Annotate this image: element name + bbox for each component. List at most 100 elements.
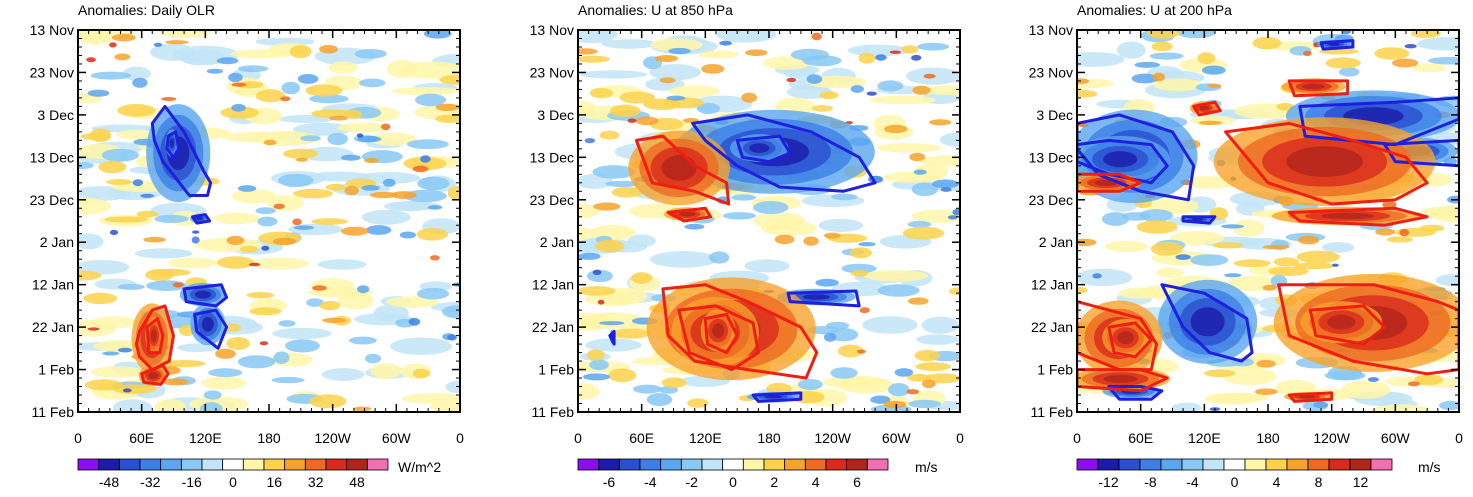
- negative-contour: [1160, 283, 1254, 363]
- positive-contour: [703, 312, 739, 355]
- anomaly-field: [578, 30, 960, 412]
- colorbar-swatch: [825, 458, 848, 471]
- negative-contour: [751, 391, 803, 403]
- y-tick-label: 13 Nov: [1029, 22, 1073, 38]
- colorbar-swatch: [846, 458, 868, 471]
- positive-contour: [666, 206, 713, 223]
- negative-contour: [182, 283, 229, 308]
- colorbar-swatch: [1370, 458, 1393, 471]
- colorbar-units: m/s: [915, 459, 938, 475]
- x-tick-label: 120E: [189, 430, 222, 446]
- positive-contour: [1107, 321, 1153, 359]
- positive-contour: [677, 304, 760, 372]
- colorbar-label: 0: [229, 474, 237, 490]
- y-tick-label: 11 Feb: [531, 404, 574, 420]
- colorbar-label: 12: [1353, 474, 1369, 490]
- colorbar-swatch: [742, 458, 765, 471]
- negative-contour: [1383, 138, 1459, 168]
- panel-u200: 13 Nov 23 Nov 3 Dec 13 Dec 23 Dec 2 Jan 12 Jan…: [1029, 2, 1463, 490]
- negative-contour: [1298, 96, 1459, 147]
- positive-contour: [1287, 206, 1429, 227]
- colorbar-label: -12: [1098, 474, 1118, 490]
- colorbar-swatch: [722, 458, 744, 471]
- x-tick-label: 0: [1073, 430, 1081, 446]
- positive-contour: [634, 134, 731, 206]
- colorbar-swatch: [639, 458, 662, 471]
- negative-contour: [193, 308, 229, 350]
- y-tick-label: 3 Dec: [537, 107, 574, 123]
- x-tick-label: 180: [257, 430, 281, 446]
- colorbar-swatch: [680, 458, 703, 471]
- colorbar-label: -6: [603, 474, 616, 490]
- colorbar-swatch: [139, 458, 162, 471]
- negative-contour: [1077, 138, 1169, 185]
- x-tick-label: 0: [1455, 430, 1463, 446]
- colorbar-label: -4: [644, 474, 657, 490]
- positive-contour: [1077, 300, 1159, 372]
- colorbar-swatch: [304, 458, 327, 471]
- y-tick-label: 1 Feb: [1037, 362, 1073, 378]
- negative-contour: [150, 104, 213, 197]
- colorbar-label: 32: [308, 474, 324, 490]
- colorbar-label: 4: [812, 474, 820, 490]
- colorbar-swatch: [160, 458, 182, 471]
- positive-contour: [1077, 172, 1143, 193]
- colorbar-swatch: [1244, 458, 1267, 471]
- colorbar-label: -4: [1186, 474, 1199, 490]
- colorbar-swatch: [1139, 458, 1162, 471]
- panel-title: Anomalies: U at 850 hPa: [578, 2, 733, 18]
- y-tick-label: 2 Jan: [40, 234, 74, 250]
- colorbar-swatch: [263, 458, 286, 471]
- colorbar-swatch: [366, 458, 389, 471]
- negative-contour: [786, 289, 861, 308]
- colorbar-swatch: [701, 458, 724, 471]
- colorbar-swatch: [598, 458, 620, 471]
- y-tick-label: 23 Nov: [530, 64, 574, 80]
- positive-contour: [661, 283, 819, 380]
- y-tick-label: 13 Nov: [30, 22, 74, 38]
- positive-contour: [145, 317, 165, 355]
- y-tick-label: 22 Jan: [32, 319, 74, 335]
- colorbar-swatch: [98, 458, 120, 471]
- panel-olr: 13 Nov 23 Nov 3 Dec 13 Dec 23 Dec 2 Jan 12 Jan…: [30, 2, 464, 490]
- colorbar-label: 8: [1315, 474, 1323, 490]
- colorbar-label: -16: [182, 474, 202, 490]
- colorbar-swatch: [763, 458, 786, 471]
- y-tick-label: 23 Dec: [1029, 192, 1073, 208]
- positive-contour: [1277, 283, 1459, 376]
- colorbar-swatch: [577, 458, 600, 471]
- negative-contour: [1319, 39, 1355, 51]
- negative-contour: [1181, 215, 1217, 225]
- x-tick-label: 120W: [814, 430, 851, 446]
- colorbar-label: 48: [349, 474, 365, 490]
- colorbar-swatch: [325, 458, 348, 471]
- panel-u850: 13 Nov 23 Nov 3 Dec 13 Dec 23 Dec 2 Jan 12 Jan…: [530, 2, 964, 490]
- colorbar-swatch: [1223, 458, 1246, 471]
- colorbar-label: 6: [853, 474, 861, 490]
- colorbar-label: -48: [99, 474, 119, 490]
- panel-title: Anomalies: U at 200 hPa: [1077, 2, 1232, 18]
- panel-title: Anomalies: Daily OLR: [78, 2, 215, 18]
- colorbar-swatch: [222, 458, 244, 471]
- y-tick-label: 23 Nov: [1029, 64, 1073, 80]
- x-tick-label: 180: [757, 430, 781, 446]
- colorbar-swatch: [346, 458, 368, 471]
- x-tick-label: 120W: [314, 430, 351, 446]
- colorbar-swatch: [784, 458, 806, 471]
- negative-contour: [191, 213, 212, 225]
- negative-contour: [165, 130, 181, 159]
- negative-contour: [691, 113, 877, 193]
- x-tick-label: 60W: [882, 430, 912, 446]
- colorbar-units: m/s: [1418, 459, 1441, 475]
- y-tick-label: 22 Jan: [532, 319, 574, 335]
- positive-contour: [134, 304, 175, 372]
- colorbar-swatch: [1097, 458, 1120, 471]
- positive-contour: [1308, 304, 1387, 346]
- positive-contour: [1287, 391, 1334, 403]
- colorbar-swatch: [1076, 458, 1099, 471]
- x-tick-label: 60W: [1381, 430, 1411, 446]
- y-tick-label: 1 Feb: [38, 362, 74, 378]
- positive-contour: [1192, 100, 1222, 117]
- colorbar-label: 0: [1231, 474, 1239, 490]
